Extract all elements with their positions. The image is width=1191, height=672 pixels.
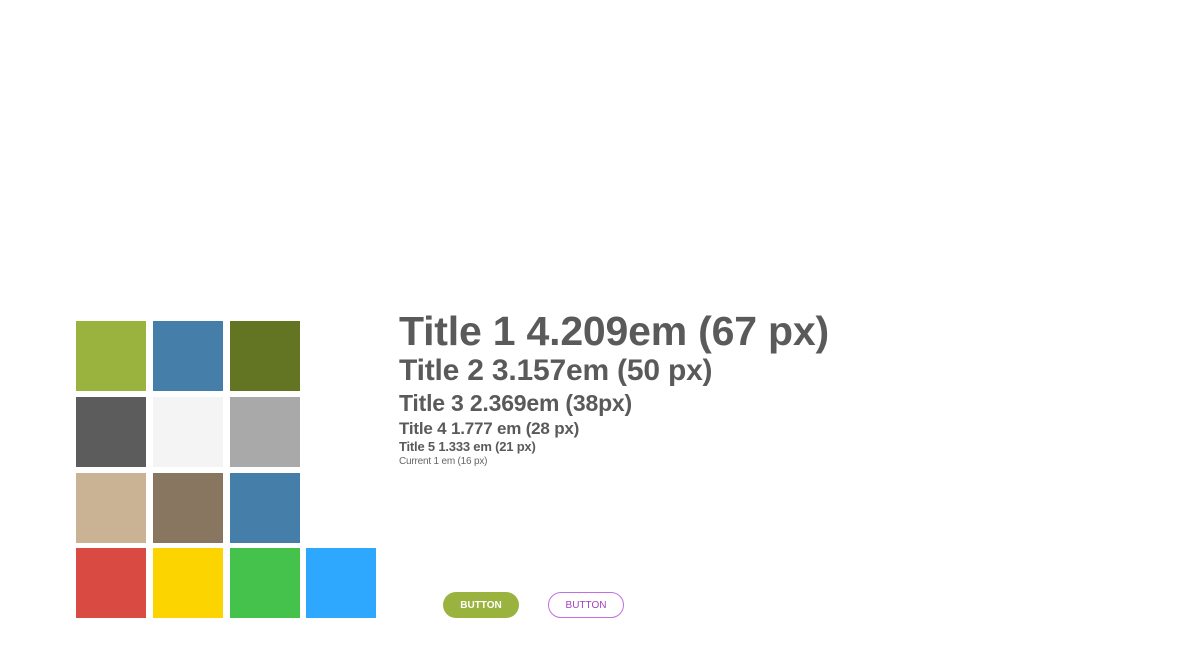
current-size-sample: Current 1 em (16 px) (399, 456, 488, 467)
color-swatch (153, 321, 223, 391)
color-swatch (230, 321, 300, 391)
color-swatch (76, 397, 146, 467)
title-4-sample: Title 4 1.777 em (28 px) (399, 419, 580, 438)
color-swatch (76, 548, 146, 618)
primary-button[interactable]: BUTTON (443, 592, 519, 618)
color-swatch (153, 473, 223, 543)
color-swatch (76, 473, 146, 543)
color-swatch (153, 548, 223, 618)
title-2-sample: Title 2 3.157em (50 px) (399, 354, 713, 387)
color-swatch (230, 397, 300, 467)
title-1-sample: Title 1 4.209em (67 px) (399, 308, 829, 354)
secondary-button[interactable]: BUTTON (548, 592, 624, 618)
color-swatch (306, 548, 376, 618)
title-3-sample: Title 3 2.369em (38px) (399, 390, 632, 416)
color-swatch (76, 321, 146, 391)
color-swatch (230, 473, 300, 543)
color-swatch (230, 548, 300, 618)
type-scale: Title 1 4.209em (67 px) Title 2 3.157em … (399, 308, 829, 468)
color-palette (76, 321, 378, 619)
color-swatch (153, 397, 223, 467)
title-5-sample: Title 5 1.333 em (21 px) (399, 439, 536, 454)
